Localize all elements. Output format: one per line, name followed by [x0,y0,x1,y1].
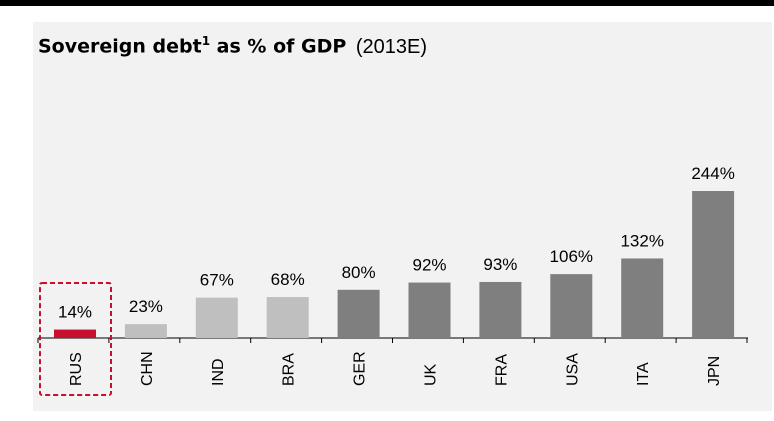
chart-panel [33,22,772,411]
category-label-chn: CHN [139,351,156,386]
category-label-ita: ITA [635,362,652,386]
bar-ind [195,297,238,338]
bar-jpn [692,191,735,338]
category-label-bra: BRA [281,353,298,386]
bar-ita [621,258,664,338]
category-label-rus: RUS [68,352,85,386]
title-period: (2013E) [355,35,428,58]
category-label-usa: USA [564,353,581,386]
value-label-ind: 67% [200,271,234,290]
bar-uk [408,282,451,338]
title-footnote-marker: 1 [201,34,211,48]
top-rule [0,0,774,6]
category-label-ind: IND [210,358,227,386]
chart-title: Sovereign debt1 as % of GDP (2013E) [38,34,427,59]
category-label-uk: UK [423,363,440,386]
category-label-jpn: JPN [706,356,723,386]
bar-ger [337,289,380,338]
bar-fra [479,281,522,338]
bar-chn [124,324,167,338]
value-label-usa: 106% [550,247,593,266]
value-label-uk: 92% [412,256,446,275]
value-label-ita: 132% [620,231,663,250]
category-label-ger: GER [352,351,369,386]
value-label-fra: 93% [483,255,517,274]
bar-rus [54,329,96,338]
bar-bra [266,297,309,338]
value-label-jpn: 244% [691,164,734,183]
title-rest: as % of GDP [210,35,347,58]
title-main: Sovereign debt [38,35,202,58]
value-label-bra: 68% [271,270,305,289]
bar-usa [550,274,593,338]
value-label-chn: 23% [129,297,163,316]
value-label-rus: 14% [58,303,92,322]
category-label-fra: FRA [493,354,510,386]
highlight-box [39,282,112,396]
value-label-ger: 80% [342,263,376,282]
